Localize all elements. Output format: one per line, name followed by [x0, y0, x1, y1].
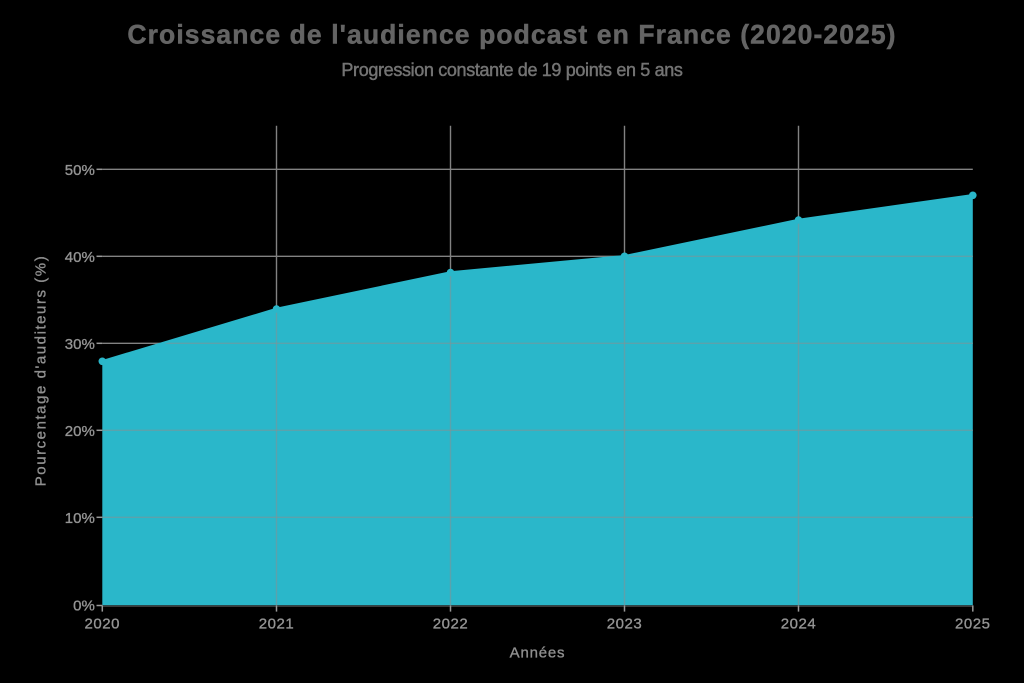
svg-text:Croissance de l'audience podca: Croissance de l'audience podcast en Fran… — [127, 20, 896, 50]
svg-text:2023: 2023 — [607, 615, 643, 632]
svg-text:2021: 2021 — [259, 615, 295, 632]
svg-text:10%: 10% — [65, 510, 95, 527]
svg-text:20%: 20% — [65, 423, 95, 440]
svg-text:2022: 2022 — [433, 615, 469, 632]
svg-text:Années: Années — [510, 645, 566, 662]
svg-text:2024: 2024 — [781, 615, 817, 632]
svg-text:2020: 2020 — [85, 615, 121, 632]
svg-text:2025: 2025 — [955, 615, 991, 632]
svg-text:Progression constante de 19 po: Progression constante de 19 points en 5 … — [341, 60, 683, 80]
svg-text:40%: 40% — [65, 249, 95, 266]
svg-text:0%: 0% — [73, 597, 95, 614]
svg-text:30%: 30% — [65, 336, 95, 353]
svg-text:Pourcentage d'auditeurs (%): Pourcentage d'auditeurs (%) — [33, 255, 50, 487]
svg-text:50%: 50% — [65, 162, 95, 179]
